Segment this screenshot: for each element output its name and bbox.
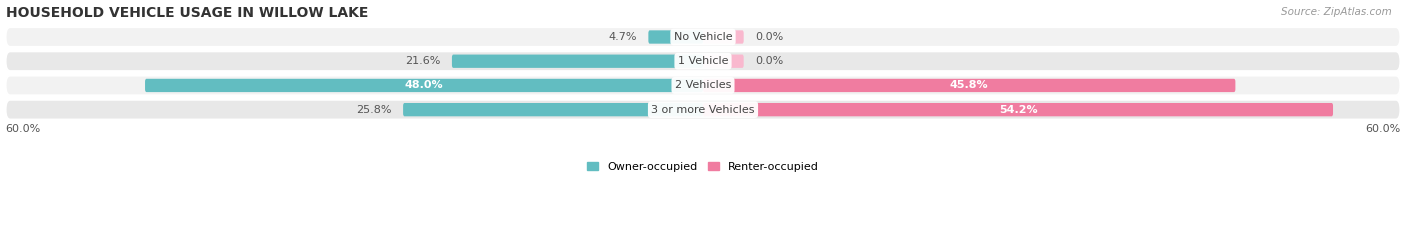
FancyBboxPatch shape (145, 79, 703, 92)
FancyBboxPatch shape (703, 55, 744, 68)
FancyBboxPatch shape (6, 51, 1400, 71)
Text: Source: ZipAtlas.com: Source: ZipAtlas.com (1281, 7, 1392, 17)
FancyBboxPatch shape (404, 103, 703, 116)
Text: 21.6%: 21.6% (405, 56, 440, 66)
FancyBboxPatch shape (6, 75, 1400, 95)
Text: No Vehicle: No Vehicle (673, 32, 733, 42)
Text: 2 Vehicles: 2 Vehicles (675, 80, 731, 90)
Text: 60.0%: 60.0% (1365, 124, 1400, 134)
FancyBboxPatch shape (451, 55, 703, 68)
Text: 45.8%: 45.8% (950, 80, 988, 90)
Text: 54.2%: 54.2% (998, 105, 1038, 115)
Text: 60.0%: 60.0% (6, 124, 41, 134)
FancyBboxPatch shape (703, 103, 1333, 116)
Text: 4.7%: 4.7% (609, 32, 637, 42)
FancyBboxPatch shape (703, 79, 1236, 92)
FancyBboxPatch shape (648, 30, 703, 44)
FancyBboxPatch shape (6, 100, 1400, 120)
Text: 48.0%: 48.0% (405, 80, 443, 90)
Text: 25.8%: 25.8% (356, 105, 391, 115)
Text: HOUSEHOLD VEHICLE USAGE IN WILLOW LAKE: HOUSEHOLD VEHICLE USAGE IN WILLOW LAKE (6, 6, 368, 20)
FancyBboxPatch shape (6, 27, 1400, 47)
FancyBboxPatch shape (703, 30, 744, 44)
Text: 0.0%: 0.0% (755, 32, 783, 42)
Legend: Owner-occupied, Renter-occupied: Owner-occupied, Renter-occupied (582, 157, 824, 176)
Text: 1 Vehicle: 1 Vehicle (678, 56, 728, 66)
Text: 0.0%: 0.0% (755, 56, 783, 66)
Text: 3 or more Vehicles: 3 or more Vehicles (651, 105, 755, 115)
